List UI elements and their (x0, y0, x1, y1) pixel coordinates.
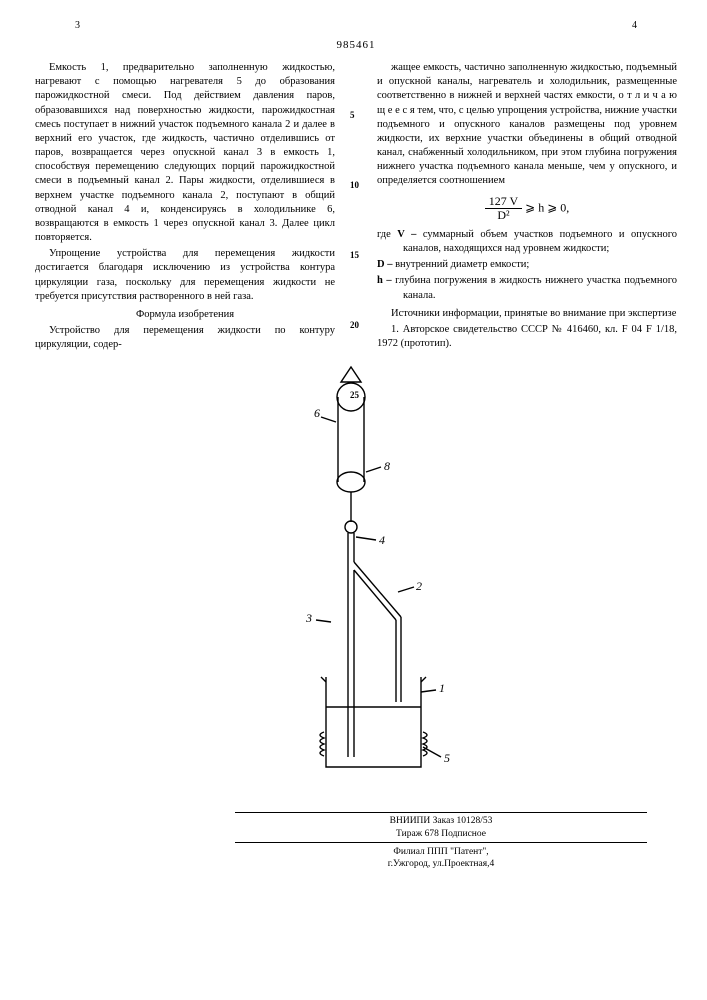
footer-line1: ВНИИПИ Заказ 10128/53 (390, 816, 493, 826)
frac-top: 127 V (485, 195, 522, 209)
math-formula: 127 VD² ⩾ h ⩾ 0, (377, 195, 677, 222)
footer-line2: Тираж 678 Подписное (396, 829, 486, 839)
where-v: где V – суммарный объем участков подъемн… (377, 228, 677, 256)
diagram-label: 2 (416, 579, 422, 593)
right-column: жащее емкость, частично заполненную жидк… (377, 61, 677, 354)
line-numbers: 5 10 15 20 25 (350, 61, 362, 354)
where-d: D – внутренний диаметр емкости; (377, 258, 677, 272)
left-p1: Емкость 1, предварительно заполненную жи… (35, 61, 335, 245)
math-tail: ⩾ h ⩾ 0, (525, 200, 569, 214)
sources-title: Источники информации, принятые во вниман… (377, 307, 677, 321)
where-h: h – глубина погружения в жидкость нижнег… (377, 274, 677, 302)
source-1: 1. Авторское свидетельство СССР № 416460… (377, 323, 677, 351)
diagram-label: 8 (384, 459, 390, 473)
line-marker: 10 (350, 179, 359, 191)
footer-line3: Филиал ППП "Патент", (393, 847, 488, 857)
left-p2: Упрощение устройства для перемещения жид… (35, 247, 335, 304)
left-p3: Устройство для перемещения жидкости по к… (35, 324, 335, 352)
left-column: Емкость 1, предварительно заполненную жи… (35, 61, 335, 354)
line-marker: 20 (350, 319, 359, 331)
diagram-label: 4 (379, 533, 385, 547)
diagram-label: 5 (444, 751, 450, 765)
footer-line4: г.Ужгород, ул.Проектная,4 (388, 859, 494, 869)
formula-title: Формула изобретения (35, 308, 335, 322)
patent-number: 985461 (35, 39, 677, 51)
line-marker: 5 (350, 109, 355, 121)
footer-block: ВНИИПИ Заказ 10128/53 Тираж 678 Подписно… (235, 812, 647, 843)
diagram-label: 1 (439, 681, 445, 695)
diagram-label: 6 (314, 406, 320, 420)
frac-bottom: D² (497, 208, 509, 222)
right-p1: жащее емкость, частично заполненную жидк… (377, 61, 677, 189)
diagram-label: 3 (305, 611, 312, 625)
line-marker: 25 (350, 389, 359, 401)
footer-block-2: Филиал ППП "Патент", г.Ужгород, ул.Проек… (235, 846, 647, 871)
line-marker: 15 (350, 249, 359, 261)
apparatus-diagram: 6 8 4 2 3 1 5 (35, 362, 677, 802)
page-right: 4 (632, 20, 637, 31)
page-left: 3 (75, 20, 80, 31)
